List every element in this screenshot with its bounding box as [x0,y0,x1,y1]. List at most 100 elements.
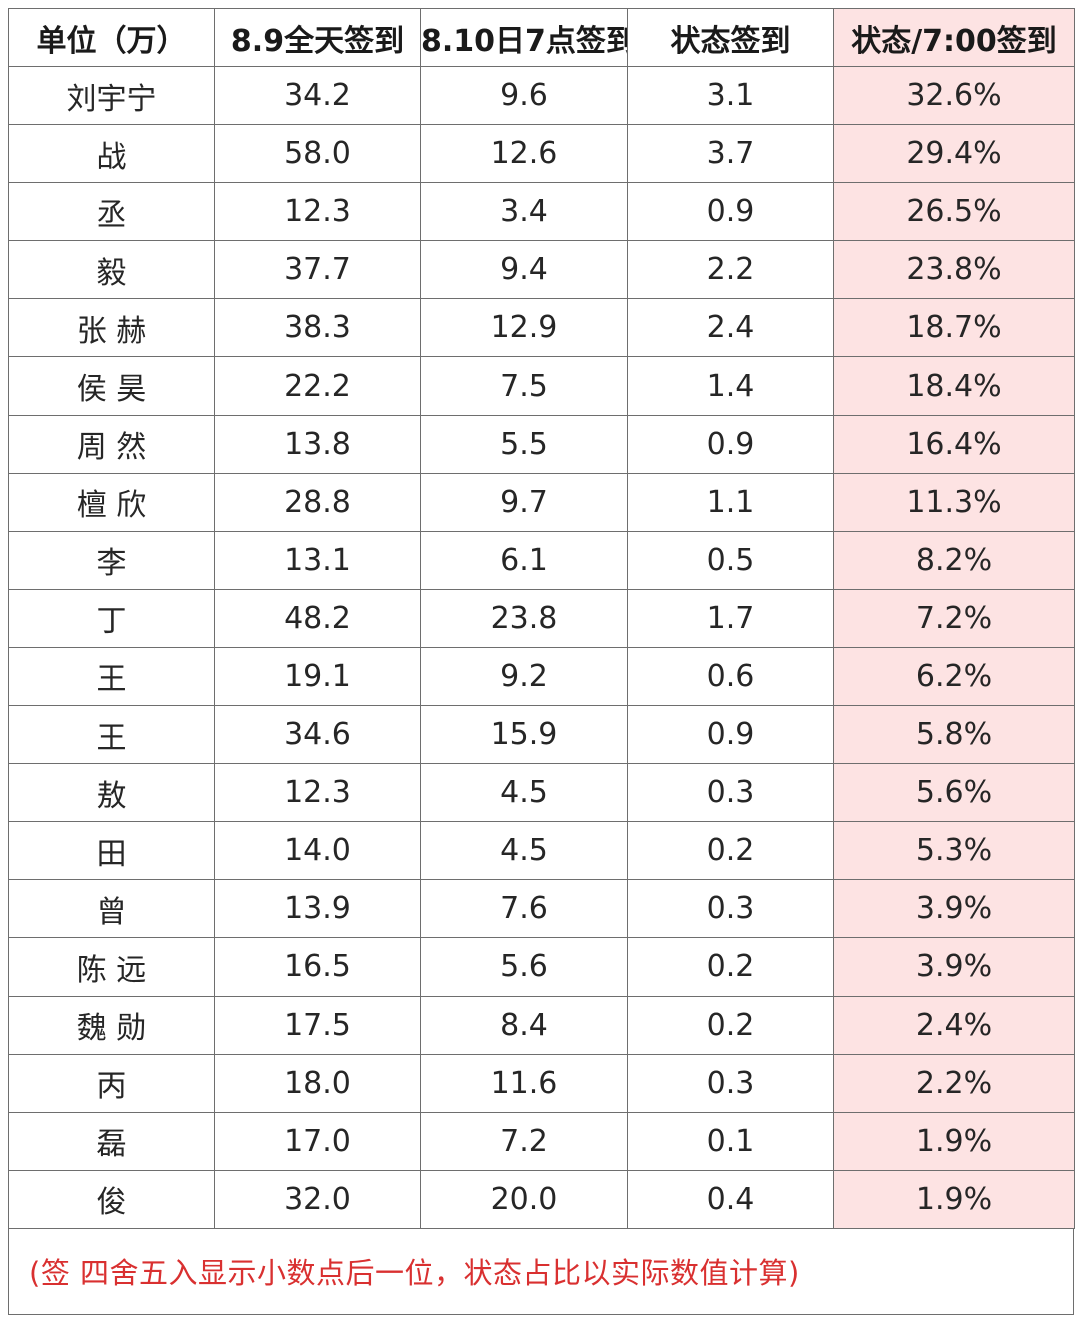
footnote: (签 四舍五入显示小数点后一位，状态占比以实际数值计算) [29,1256,800,1291]
table-row: 俊 32.0 20.0 0.4 1.9% [8,1169,1075,1229]
cell-seven-am: 9.4 [420,240,628,300]
cell-seven-am: 12.9 [420,298,628,358]
cell-status: 1.4 [627,356,834,416]
cell-ratio: 26.5% [833,182,1075,242]
cell-status: 0.3 [627,879,834,939]
cell-seven-am: 5.6 [420,937,628,997]
cell-seven-am: 4.5 [420,763,628,823]
cell-status: 3.7 [627,124,834,184]
table-row: 刘宇宁 34.2 9.6 3.1 32.6% [8,65,1075,126]
cell-name: 丙 [8,1053,215,1113]
cell-full-day: 34.2 [214,65,421,126]
cell-full-day: 12.3 [214,182,421,242]
cell-name: 曾 [8,879,215,939]
cell-full-day: 19.1 [214,646,421,707]
cell-name: 周 然 [8,414,215,474]
cell-name: 田 [8,821,215,881]
cell-name: 王 [8,646,215,707]
cell-full-day: 13.9 [214,879,421,939]
cell-ratio: 6.2% [833,646,1075,707]
cell-status: 0.9 [627,705,834,765]
cell-full-day: 18.0 [214,1053,421,1113]
cell-seven-am: 9.2 [420,646,628,707]
cell-full-day: 28.8 [214,472,421,532]
table-row: 丁 48.2 23.8 1.7 7.2% [8,588,1075,648]
cell-seven-am: 23.8 [420,588,628,648]
table-row: 战 58.0 12.6 3.7 29.4% [8,124,1075,184]
table-row: 磊 17.0 7.2 0.1 1.9% [8,1111,1075,1171]
cell-name: 丁 [8,588,215,648]
table-row: 毅 37.7 9.4 2.2 23.8% [8,240,1075,300]
cell-ratio: 2.4% [833,995,1075,1055]
cell-ratio: 8.2% [833,530,1075,590]
cell-ratio: 3.9% [833,879,1075,939]
cell-full-day: 13.8 [214,414,421,474]
cell-full-day: 12.3 [214,763,421,823]
cell-seven-am: 11.6 [420,1053,628,1113]
table-row: 张 赫 38.3 12.9 2.4 18.7% [8,298,1075,358]
header-unit: 单位（万） [8,8,215,67]
cell-full-day: 38.3 [214,298,421,358]
cell-ratio: 5.3% [833,821,1075,881]
cell-name: 王 [8,705,215,765]
cell-ratio: 18.4% [833,356,1075,416]
table-row: 敖 12.3 4.5 0.3 5.6% [8,763,1075,823]
cell-full-day: 22.2 [214,356,421,416]
cell-status: 1.7 [627,588,834,648]
table-row: 李 13.1 6.1 0.5 8.2% [8,530,1075,590]
cell-seven-am: 9.7 [420,472,628,532]
cell-full-day: 58.0 [214,124,421,184]
table-row: 陈 远 16.5 5.6 0.2 3.9% [8,937,1075,997]
cell-name: 刘宇宁 [8,65,215,126]
cell-seven-am: 6.1 [420,530,628,590]
header-full-day: 8.9全天签到 [214,8,421,67]
cell-status: 0.2 [627,995,834,1055]
cell-name: 魏 勋 [8,995,215,1055]
cell-name: 俊 [8,1169,215,1229]
cell-status: 0.6 [627,646,834,707]
cell-seven-am: 3.4 [420,182,628,242]
cell-status: 3.1 [627,65,834,126]
table-row: 王 34.6 15.9 0.9 5.8% [8,705,1075,765]
cell-ratio: 18.7% [833,298,1075,358]
cell-full-day: 16.5 [214,937,421,997]
cell-seven-am: 20.0 [420,1169,628,1229]
cell-seven-am: 4.5 [420,821,628,881]
cell-seven-am: 15.9 [420,705,628,765]
header-seven-am: 8.10日7点签到 [420,8,628,67]
cell-seven-am: 5.5 [420,414,628,474]
footer-note-box: (签 四舍五入显示小数点后一位，状态占比以实际数值计算) [8,1228,1074,1315]
table-row: 田 14.0 4.5 0.2 5.3% [8,821,1075,881]
cell-name: 磊 [8,1111,215,1171]
cell-seven-am: 8.4 [420,995,628,1055]
cell-ratio: 1.9% [833,1169,1075,1229]
header-row: 单位（万） 8.9全天签到 8.10日7点签到 状态签到 状态/7:00签到 [8,8,1075,67]
cell-status: 0.5 [627,530,834,590]
cell-seven-am: 7.6 [420,879,628,939]
cell-status: 2.2 [627,240,834,300]
header-status: 状态签到 [627,8,834,67]
cell-full-day: 32.0 [214,1169,421,1229]
cell-ratio: 1.9% [833,1111,1075,1171]
cell-ratio: 5.6% [833,763,1075,823]
cell-status: 0.1 [627,1111,834,1171]
data-sheet: 单位（万） 8.9全天签到 8.10日7点签到 状态签到 状态/7:00签到 刘… [8,8,1075,1315]
cell-name: 檀 欣 [8,472,215,532]
table-row: 丞 12.3 3.4 0.9 26.5% [8,182,1075,242]
cell-seven-am: 9.6 [420,65,628,126]
cell-ratio: 5.8% [833,705,1075,765]
checkin-table: 单位（万） 8.9全天签到 8.10日7点签到 状态签到 状态/7:00签到 刘… [8,8,1075,1229]
cell-ratio: 3.9% [833,937,1075,997]
table-row: 丙 18.0 11.6 0.3 2.2% [8,1053,1075,1113]
cell-ratio: 16.4% [833,414,1075,474]
cell-full-day: 13.1 [214,530,421,590]
cell-seven-am: 12.6 [420,124,628,184]
cell-ratio: 7.2% [833,588,1075,648]
cell-name: 敖 [8,763,215,823]
cell-status: 0.3 [627,763,834,823]
table-row: 檀 欣 28.8 9.7 1.1 11.3% [8,472,1075,532]
table-row: 曾 13.9 7.6 0.3 3.9% [8,879,1075,939]
table-row: 魏 勋 17.5 8.4 0.2 2.4% [8,995,1075,1055]
cell-full-day: 37.7 [214,240,421,300]
cell-name: 丞 [8,182,215,242]
